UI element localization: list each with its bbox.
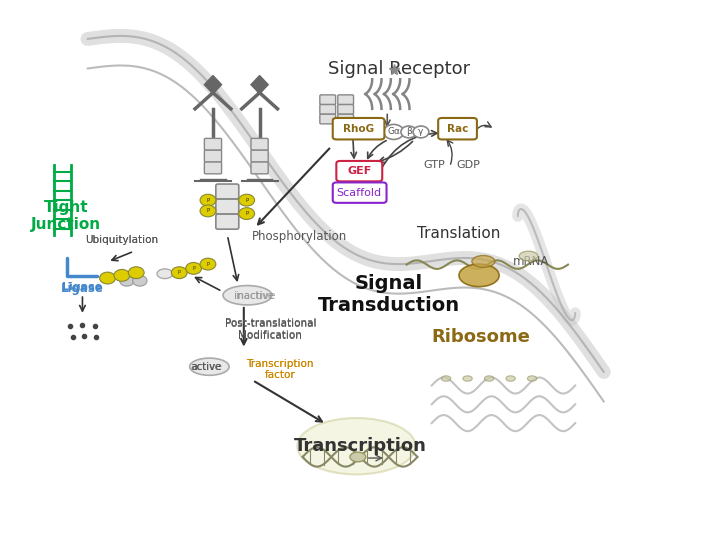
Ellipse shape <box>459 264 499 287</box>
Text: β: β <box>406 127 412 137</box>
FancyBboxPatch shape <box>336 161 382 181</box>
Circle shape <box>186 262 202 274</box>
Ellipse shape <box>223 286 271 305</box>
Text: Ubiquitylation: Ubiquitylation <box>85 235 158 246</box>
Ellipse shape <box>384 124 404 139</box>
Circle shape <box>128 267 144 279</box>
Circle shape <box>120 275 134 286</box>
FancyBboxPatch shape <box>338 95 354 105</box>
Circle shape <box>239 208 255 219</box>
Text: RhoG: RhoG <box>343 124 374 134</box>
Ellipse shape <box>472 255 495 267</box>
FancyBboxPatch shape <box>251 162 268 174</box>
Text: Scaffold: Scaffold <box>337 187 382 198</box>
Text: GDP: GDP <box>456 160 480 170</box>
FancyBboxPatch shape <box>216 214 239 229</box>
Text: Rac: Rac <box>447 124 468 134</box>
Text: P: P <box>207 208 210 213</box>
Ellipse shape <box>413 126 429 138</box>
FancyBboxPatch shape <box>320 95 336 105</box>
Polygon shape <box>251 76 268 94</box>
Text: γ: γ <box>418 127 423 137</box>
Circle shape <box>171 267 187 279</box>
Text: inactive: inactive <box>234 291 275 301</box>
Text: inactive: inactive <box>235 291 274 301</box>
FancyBboxPatch shape <box>320 114 336 124</box>
Ellipse shape <box>463 376 472 381</box>
Text: Phosphorylation: Phosphorylation <box>251 230 346 243</box>
FancyBboxPatch shape <box>204 162 222 174</box>
Text: P: P <box>192 266 195 271</box>
Ellipse shape <box>528 376 537 381</box>
FancyBboxPatch shape <box>333 118 384 139</box>
Text: Post-translational
Modification: Post-translational Modification <box>225 319 316 341</box>
Ellipse shape <box>189 358 229 375</box>
Text: Transcription
factor: Transcription factor <box>246 359 313 380</box>
Text: P: P <box>245 198 248 202</box>
Text: mRNA: mRNA <box>513 255 549 268</box>
Text: Ligase: Ligase <box>61 282 104 295</box>
FancyBboxPatch shape <box>333 183 387 203</box>
FancyBboxPatch shape <box>251 138 268 150</box>
FancyBboxPatch shape <box>438 118 477 139</box>
Text: Signal
Transduction: Signal Transduction <box>318 274 460 315</box>
Ellipse shape <box>401 126 417 138</box>
Text: Transcription: Transcription <box>294 437 426 455</box>
Circle shape <box>200 194 216 206</box>
Circle shape <box>200 258 216 270</box>
Circle shape <box>114 269 130 281</box>
Text: Signal Receptor: Signal Receptor <box>328 59 470 78</box>
Text: GTP: GTP <box>423 160 445 170</box>
FancyBboxPatch shape <box>204 138 222 150</box>
Ellipse shape <box>297 418 415 475</box>
Polygon shape <box>204 76 222 94</box>
Text: Translation: Translation <box>418 226 500 241</box>
Text: Ubiquitylation: Ubiquitylation <box>85 235 158 246</box>
Text: Post-translational
Modification: Post-translational Modification <box>225 318 316 340</box>
FancyBboxPatch shape <box>251 150 268 162</box>
FancyBboxPatch shape <box>338 114 354 124</box>
Ellipse shape <box>350 452 366 462</box>
FancyBboxPatch shape <box>216 199 239 214</box>
Circle shape <box>239 194 255 206</box>
Text: P: P <box>207 261 210 267</box>
Circle shape <box>99 272 115 284</box>
Text: Gα: Gα <box>387 127 400 137</box>
Ellipse shape <box>441 376 451 381</box>
Text: P: P <box>178 270 181 275</box>
FancyBboxPatch shape <box>320 105 336 114</box>
Text: Transcription
factor: Transcription factor <box>246 359 313 380</box>
Circle shape <box>132 275 147 286</box>
Text: P: P <box>207 198 210 202</box>
Text: Ligase: Ligase <box>63 282 102 292</box>
Circle shape <box>200 205 216 217</box>
Text: GEF: GEF <box>347 166 372 176</box>
Text: active: active <box>191 362 220 372</box>
Ellipse shape <box>485 376 494 381</box>
FancyBboxPatch shape <box>204 150 222 162</box>
Ellipse shape <box>157 269 173 279</box>
Ellipse shape <box>506 376 516 381</box>
Ellipse shape <box>519 251 538 261</box>
Text: active: active <box>190 362 222 372</box>
Text: Tight
Junction: Tight Junction <box>31 200 101 233</box>
Text: Ribosome: Ribosome <box>431 328 530 346</box>
FancyBboxPatch shape <box>216 184 239 199</box>
FancyBboxPatch shape <box>338 105 354 114</box>
Text: P: P <box>245 211 248 216</box>
